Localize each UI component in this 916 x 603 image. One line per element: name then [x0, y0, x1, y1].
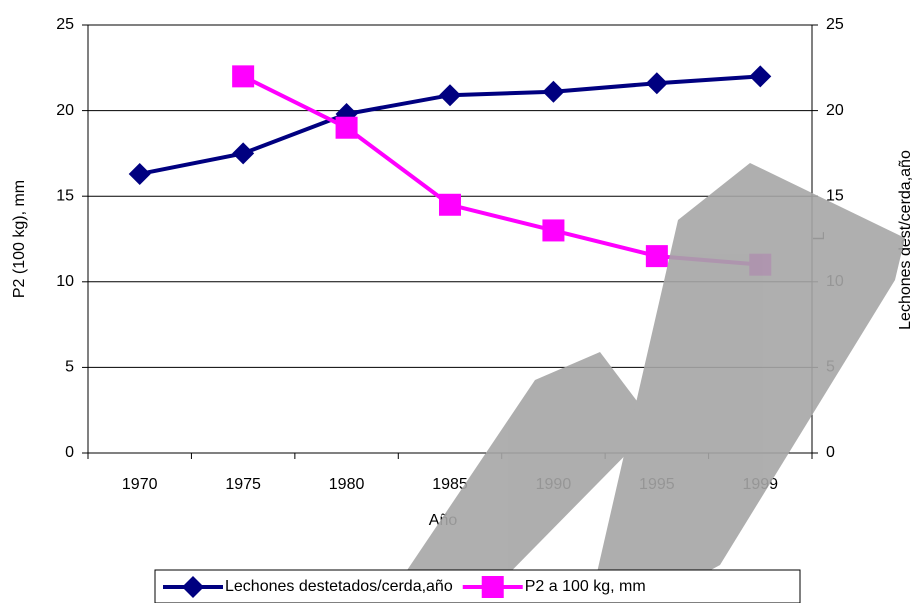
y2-tick-label: 0 — [826, 444, 835, 461]
y2-tick-label: 20 — [826, 102, 844, 119]
x-tick-label: 1985 — [432, 476, 468, 493]
x-tick-label: 1980 — [329, 476, 365, 493]
y-tick-label: 10 — [56, 273, 74, 290]
y-tick-label: 0 — [65, 444, 74, 461]
data-point — [645, 72, 668, 95]
watermark — [385, 163, 905, 603]
data-point — [335, 116, 358, 139]
data-point — [749, 65, 772, 88]
data-point — [439, 193, 461, 216]
legend-label: P2 a 100 kg, mm — [525, 578, 646, 595]
data-point — [439, 84, 461, 107]
y-tick-label: 25 — [56, 16, 74, 33]
y-tick-label: 15 — [56, 187, 74, 204]
data-point — [232, 65, 255, 88]
legend-marker — [481, 576, 504, 598]
x-tick-label: 1970 — [122, 476, 158, 493]
y2-tick-label: 25 — [826, 16, 844, 33]
data-point — [645, 245, 668, 268]
data-point — [128, 162, 151, 185]
y-tick-label: 20 — [56, 102, 74, 119]
watermark-shape — [385, 352, 655, 603]
legend-marker — [182, 576, 204, 598]
data-point — [232, 142, 255, 165]
watermark-shape — [590, 163, 905, 603]
x-tick-label: 1975 — [225, 476, 261, 493]
y-tick-label: 5 — [65, 359, 74, 376]
y2-axis-label: Lechones dest/cerda,año — [897, 150, 914, 330]
data-point — [542, 80, 565, 103]
y-axis-label: P2 (100 kg), mm — [11, 180, 28, 298]
y2-tick-label: 15 — [826, 187, 844, 204]
legend-label: Lechones destetados/cerda,año — [225, 578, 453, 595]
data-point — [542, 219, 565, 242]
